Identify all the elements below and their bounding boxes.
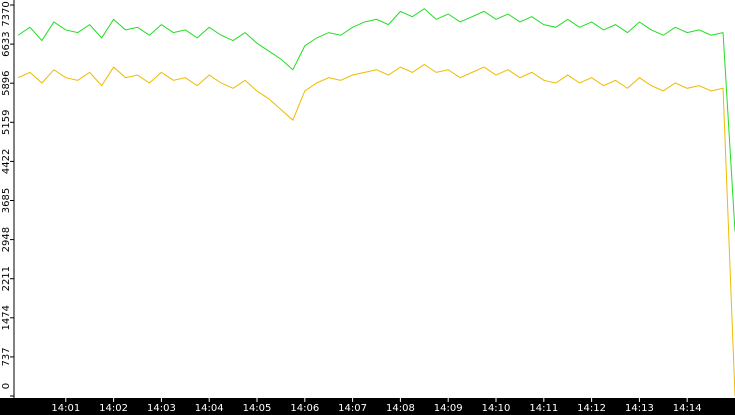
y-tick-label: 1474 [1,305,12,330]
y-tick-label: 0 [1,383,12,389]
x-tick-label: 14:04 [195,403,224,414]
y-tick-label: 2948 [1,227,12,252]
x-tick-label: 14:11 [529,403,558,414]
x-axis-bar [0,398,735,415]
y-tick-label: 5896 [1,70,12,95]
x-tick-label: 14:10 [482,403,511,414]
x-tick-label: 14:01 [51,403,80,414]
x-tick-label: 14:03 [147,403,176,414]
series-line [17,63,735,397]
y-tick-label: 3685 [1,188,12,213]
x-tick-label: 14:09 [434,403,463,414]
x-tick-label: 14:12 [577,403,606,414]
x-tick-label: 14:13 [625,403,654,414]
y-tick-label: 6633 [1,31,12,56]
x-tick-label: 14:02 [99,403,128,414]
y-tick-label: 5159 [1,110,12,135]
x-tick-label: 14:08 [386,403,415,414]
series-line [17,8,735,232]
y-tick-label: 4422 [1,149,12,174]
y-tick-label: 7370 [1,1,12,26]
x-tick-label: 14:14 [673,403,702,414]
x-tick-label: 14:07 [338,403,367,414]
x-tick-label: 14:06 [290,403,319,414]
y-tick-label: 2211 [1,266,12,291]
x-tick-label: 14:05 [243,403,272,414]
y-tick-label: 737 [1,347,12,366]
